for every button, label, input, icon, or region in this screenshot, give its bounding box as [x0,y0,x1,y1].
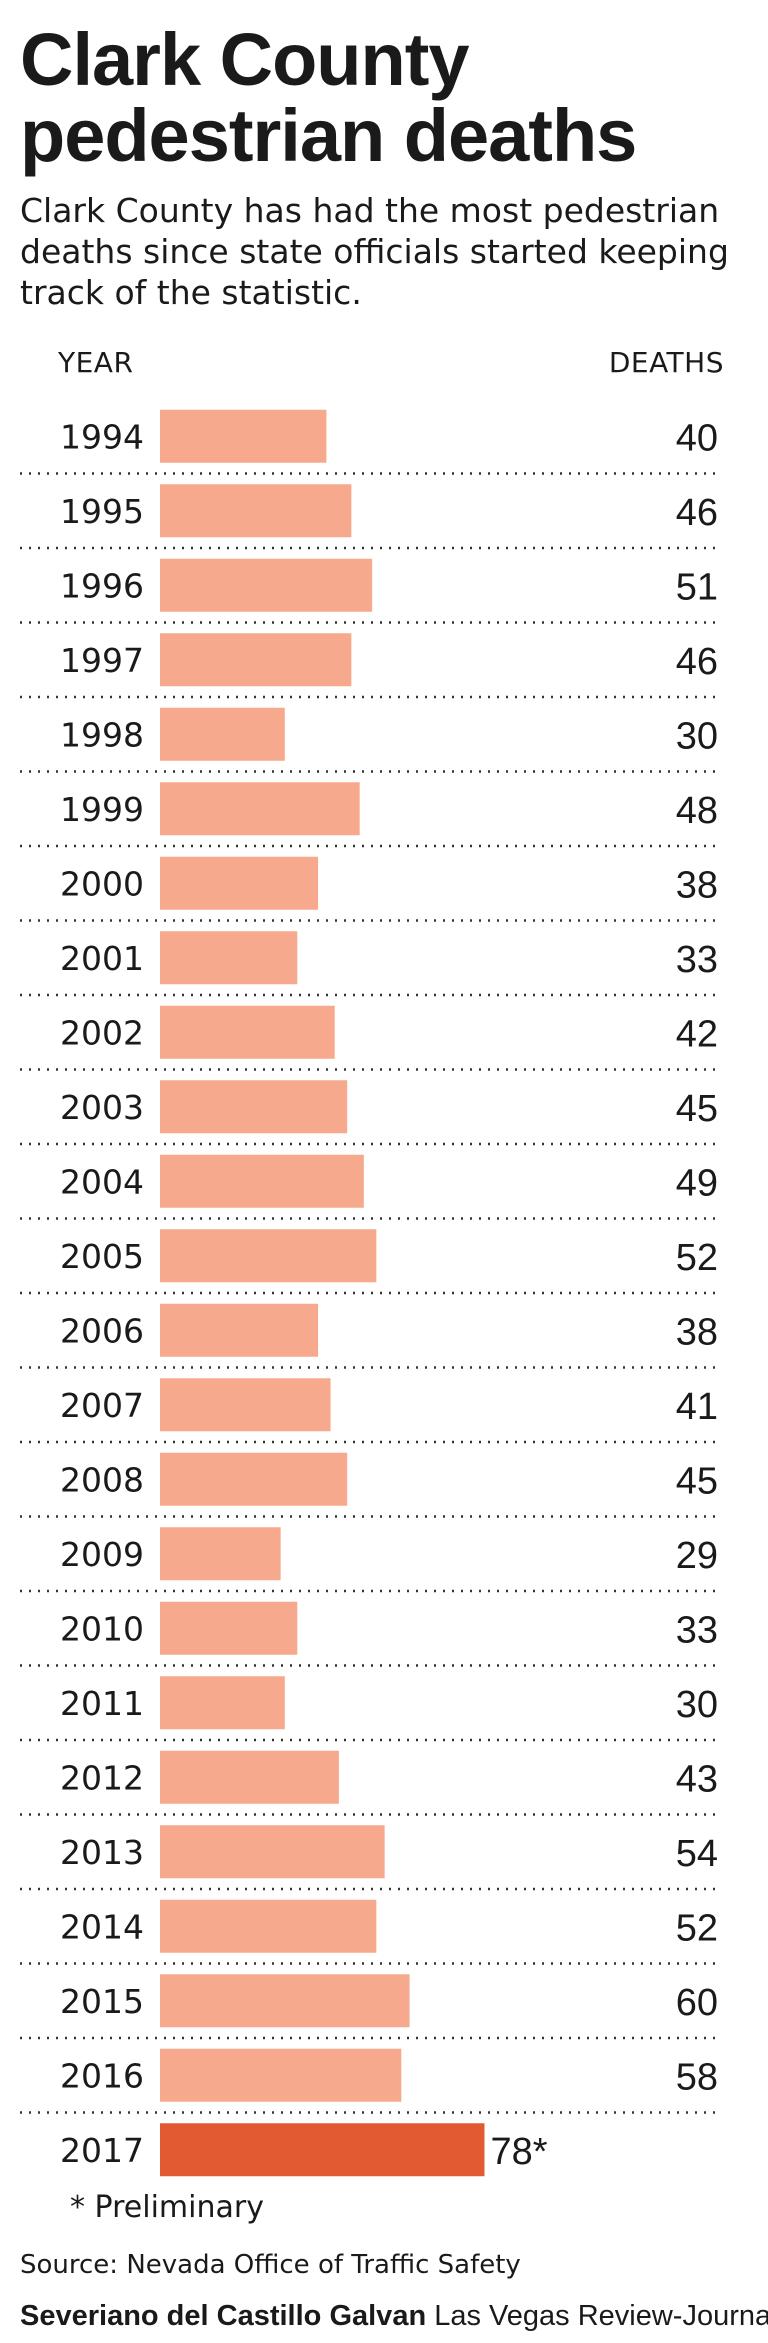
bar [160,931,298,985]
deaths-value-label: 48 [676,790,718,832]
bar [160,1005,335,1059]
year-label: 2011 [60,1684,144,1723]
credit-author: Severiano del Castillo Galvan [20,2300,427,2332]
year-label: 1997 [60,641,144,680]
chart-title: Clark County pedestrian deaths [20,18,637,177]
bar [160,1825,385,1879]
year-label: 2002 [60,1013,144,1052]
year-label: 1999 [60,790,144,829]
deaths-value-label: 38 [676,864,718,906]
bar [160,1080,348,1134]
deaths-value-label: 54 [676,1833,718,1875]
bar [160,1974,410,2028]
deaths-value-label: 58 [676,2056,718,2098]
source-line: Source: Nevada Office of Traffic Safety [20,2250,521,2280]
year-label: 2001 [60,939,144,978]
year-label: 2009 [60,1535,144,1574]
year-column-header: YEAR [58,346,134,379]
year-label: 2010 [60,1609,144,1648]
deaths-value-label: 40 [676,417,718,459]
year-label: 2008 [60,1460,144,1499]
deaths-value-label: 41 [676,1386,718,1428]
bar [160,1303,319,1357]
bar [160,1527,281,1581]
deaths-value-label: 78* [490,2131,547,2173]
year-label: 2000 [60,864,144,903]
deaths-value-label: 33 [676,1609,718,1651]
year-label: 2014 [60,1907,144,1946]
year-label: 1996 [60,566,144,605]
bar-chart: 1994 40 1995 46 1996 51 1997 46 1998 30 1999 48 2000… [20,409,720,2177]
bar [160,1750,339,1804]
bar [160,2048,402,2102]
bar [160,1452,348,1506]
bar [160,782,360,836]
deaths-value-label: 49 [676,1162,718,1204]
year-label: 2007 [60,1386,144,1425]
deaths-value-label: 45 [676,1088,718,1130]
bar [160,1378,331,1432]
deaths-value-label: 30 [676,715,718,757]
bar [160,633,352,687]
deaths-value-label: 33 [676,939,718,981]
bar [160,409,327,463]
bar [160,1601,298,1655]
year-label: 2006 [60,1311,144,1350]
bar [160,707,285,761]
credit-organization: Las Vegas Review-Journal [434,2300,768,2332]
deaths-value-label: 38 [676,1311,718,1353]
year-label: 1998 [60,715,144,754]
bar-highlight [160,2123,485,2177]
year-label: 2015 [60,1982,144,2021]
preliminary-note: * Preliminary [70,2190,264,2225]
deaths-value-label: 46 [676,641,718,683]
deaths-value-label: 45 [676,1460,718,1502]
bar [160,1154,364,1208]
deaths-value-label: 29 [676,1535,718,1577]
bar [160,856,319,910]
deaths-value-label: 60 [676,1982,718,2024]
year-label: 2016 [60,2056,144,2095]
year-label: 2005 [60,1237,144,1276]
bar [160,1676,285,1730]
year-label: 1994 [60,417,144,456]
year-label: 2013 [60,1833,144,1872]
credit-line: Severiano del Castillo Galvan Las Vegas … [20,2300,768,2333]
deaths-column-header: DEATHS [608,346,724,379]
year-label: 2012 [60,1758,144,1797]
deaths-value-label: 43 [676,1758,718,1800]
bar [160,1899,377,1953]
year-label: 2003 [60,1088,144,1127]
deaths-value-label: 42 [676,1013,718,1055]
bar [160,1229,377,1283]
bar [160,484,352,538]
deaths-value-label: 46 [676,492,718,534]
deaths-value-label: 52 [676,1237,718,1279]
deaths-value-label: 30 [676,1684,718,1726]
chart-subtitle: Clark County has had the most pedestrian… [20,191,729,312]
deaths-value-label: 51 [676,566,718,608]
year-label: 2004 [60,1162,144,1201]
year-label: 1995 [60,492,144,531]
year-label: 2017 [60,2131,144,2170]
bar [160,558,373,612]
deaths-value-label: 52 [676,1907,718,1949]
